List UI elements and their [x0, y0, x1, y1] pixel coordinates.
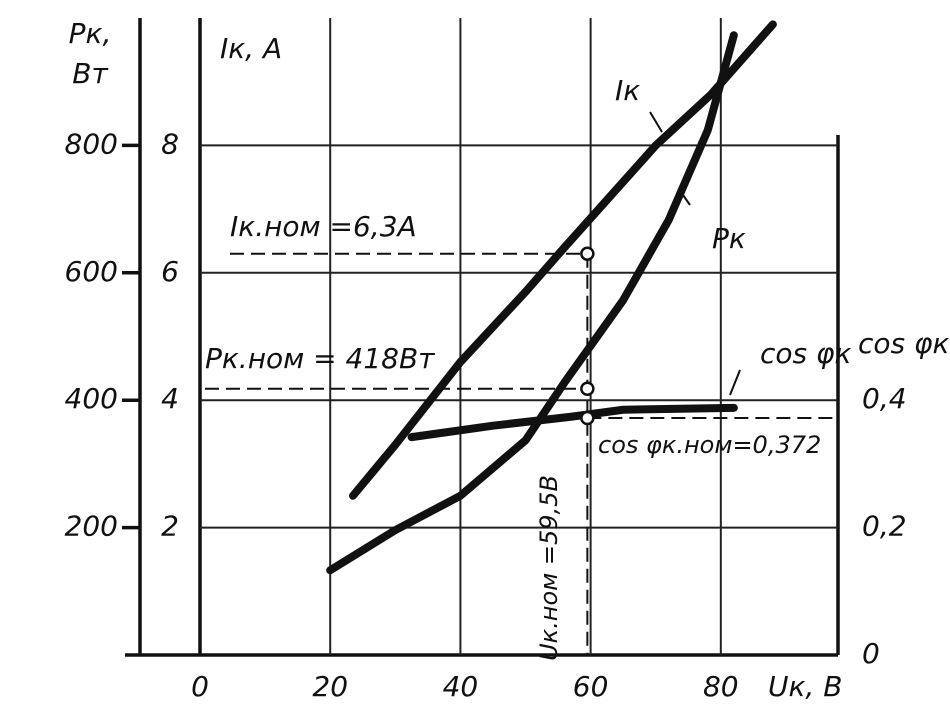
y-tick-label: 2: [161, 510, 179, 543]
x-tick-label: 60: [573, 670, 609, 703]
curve-label: cos φк: [760, 337, 851, 370]
nominal-current-label: Iк.ном =6,3А: [230, 210, 417, 243]
x-tick-label: 20: [312, 670, 348, 703]
nominal-cos-label: cos φк.ном=0,372: [598, 431, 821, 459]
nominal-power-label: Pк.ном = 418Вт: [205, 342, 435, 375]
x-tick-label: 0: [191, 670, 209, 703]
p-tick-label: 200: [65, 510, 118, 543]
y-tick-label: 4: [161, 382, 179, 415]
curve: [407, 403, 738, 442]
nominal-voltage-label: Uк.ном =59,5В: [535, 475, 563, 661]
y-axis-label: Iк, А: [220, 32, 282, 65]
nominal-point: [580, 381, 595, 396]
x-tick-label: 40: [443, 670, 479, 703]
y2-tick-label: 0: [862, 637, 880, 670]
curve-label: Iк: [615, 74, 640, 107]
y2-axis-label: cos φк: [858, 327, 949, 360]
x-tick-label: 80: [703, 670, 739, 703]
x-axis-label: Uк, В: [768, 670, 842, 703]
label-leader: [649, 111, 663, 133]
y2-tick-label: 0,2: [862, 510, 907, 543]
curve: [326, 31, 738, 575]
p-tick-label: 400: [65, 382, 118, 415]
y2-tick-label: 0,4: [862, 382, 907, 415]
nominal-point: [580, 246, 595, 261]
p-tick-label: 800: [65, 127, 118, 160]
curve-label: Pк: [712, 222, 746, 255]
p-axis-label: Pк,: [69, 17, 112, 50]
y-tick-label: 6: [161, 255, 179, 288]
p-axis-unit: Вт: [72, 57, 108, 90]
curve: [348, 20, 777, 500]
label-leader: [682, 194, 691, 206]
nominal-point: [580, 410, 595, 426]
label-leader: [729, 369, 741, 396]
y-tick-label: 8: [161, 127, 179, 160]
p-tick-label: 600: [65, 255, 118, 288]
